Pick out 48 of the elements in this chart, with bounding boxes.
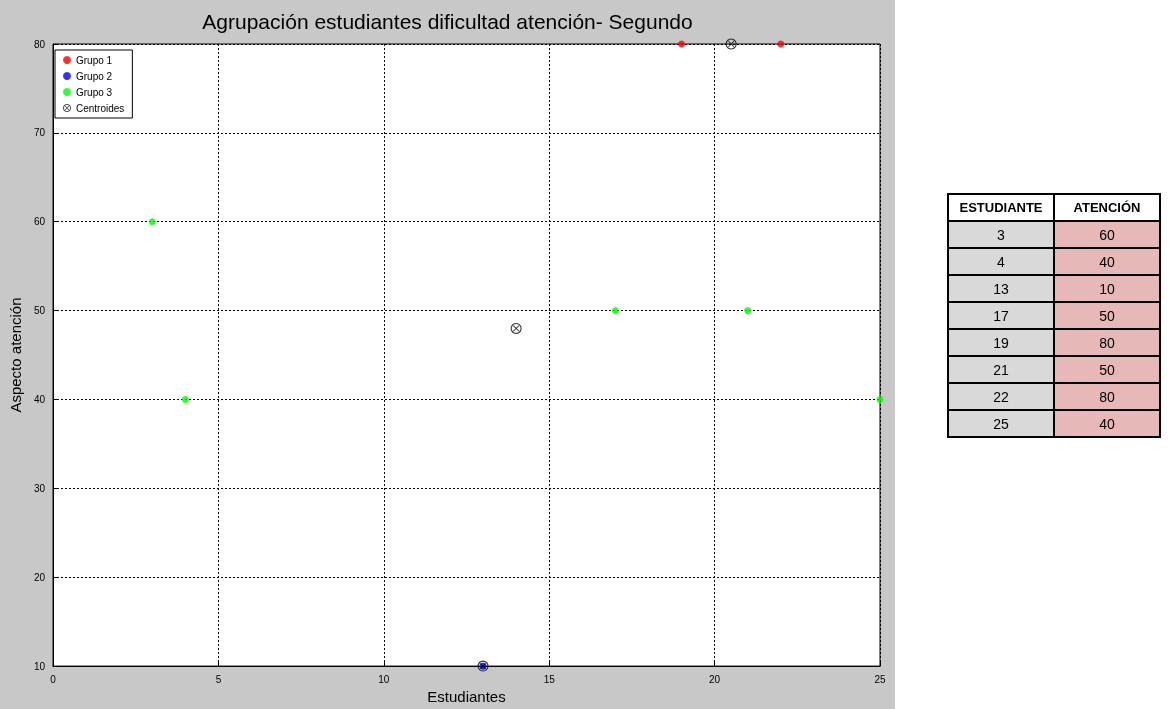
legend-label: Centroides [76, 102, 125, 114]
point [876, 395, 884, 403]
category-label: 22 [948, 383, 1054, 410]
x-tick-label: 10 [378, 673, 390, 685]
data-label: 50 [1054, 302, 1160, 329]
point [744, 307, 752, 315]
point [148, 218, 156, 226]
y-tick-label: 50 [33, 305, 46, 317]
legend-label: Grupo 2 [76, 70, 113, 82]
text: ESTUDIANTE [948, 194, 1054, 221]
category-label: 13 [948, 275, 1054, 302]
x-tick-label: 0 [50, 673, 57, 685]
point [510, 322, 522, 334]
y-axis-title: Aspecto atención [7, 297, 24, 413]
text: ATENCIÓN [1054, 194, 1160, 221]
data-label: 40 [1054, 248, 1160, 275]
y-tick-label: 10 [33, 660, 46, 672]
point [181, 395, 189, 403]
data-label: 10 [1054, 275, 1160, 302]
x-tick-label: 15 [543, 673, 556, 685]
category-label: 4 [948, 248, 1054, 275]
x-tick-label: 20 [709, 673, 721, 685]
legend-label: Grupo 3 [76, 86, 113, 98]
y-tick-label: 40 [33, 393, 46, 405]
category-label: 21 [948, 356, 1054, 383]
point [777, 40, 785, 48]
category-label: 19 [948, 329, 1054, 356]
x-tick-label: 25 [874, 673, 886, 685]
data-label: 80 [1054, 383, 1160, 410]
x-tick-label: 5 [215, 673, 222, 685]
data-label: 40 [1054, 410, 1160, 437]
category-label: 25 [948, 410, 1054, 437]
y-tick-label: 60 [33, 216, 46, 228]
y-tick-label: 70 [33, 127, 46, 139]
point [678, 40, 686, 48]
data-label: 50 [1054, 356, 1160, 383]
point [725, 38, 737, 50]
point [611, 307, 619, 315]
data-label: 80 [1054, 329, 1160, 356]
x-axis-title: Estudiantes [427, 688, 506, 705]
y-tick-label: 20 [33, 571, 46, 583]
category-label: 3 [948, 221, 1054, 248]
category-label: 17 [948, 302, 1054, 329]
y-tick-label: 80 [33, 38, 46, 50]
y-tick-label: 30 [33, 482, 46, 494]
data-label: 60 [1054, 221, 1160, 248]
legend-label: Grupo 1 [76, 54, 113, 66]
chart-title: Agrupación estudiantes dificultad atención- Segundo [202, 10, 693, 33]
